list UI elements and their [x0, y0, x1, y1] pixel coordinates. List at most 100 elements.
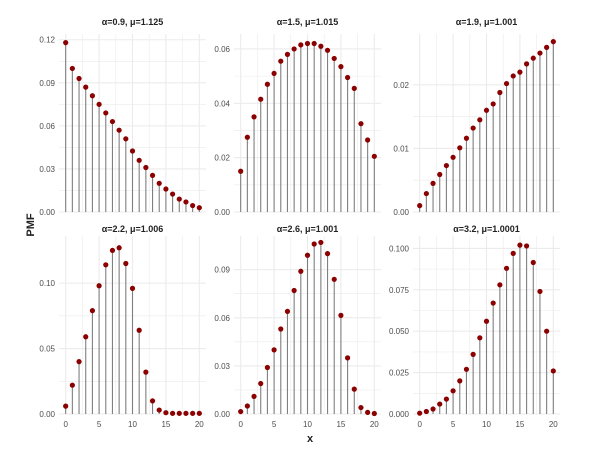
data-point	[156, 407, 162, 413]
data-point	[136, 157, 142, 163]
data-point	[278, 58, 284, 64]
data-point	[470, 125, 476, 131]
y-tick-label: 0.050	[389, 327, 410, 336]
data-point	[190, 202, 196, 209]
x-tick-label: 15	[336, 420, 345, 429]
data-point	[238, 168, 244, 174]
data-point	[443, 162, 450, 169]
data-point	[417, 410, 423, 416]
data-point	[163, 186, 169, 192]
x-tick-label: 20	[195, 420, 204, 429]
x-tick-label: 0	[238, 420, 243, 429]
x-tick-label: 20	[370, 420, 379, 429]
data-point	[324, 47, 331, 53]
data-point	[437, 401, 443, 407]
y-tick-label: 0.00	[214, 208, 230, 217]
data-point	[338, 312, 344, 318]
y-tick-label: 0.02	[214, 154, 230, 163]
data-point	[278, 326, 284, 332]
data-point	[450, 388, 456, 394]
data-point	[69, 65, 75, 72]
data-point	[311, 40, 317, 47]
data-point	[183, 410, 189, 416]
x-tick-label: 5	[97, 420, 102, 429]
data-point	[318, 239, 324, 246]
y-tick-label: 0.06	[214, 314, 230, 323]
y-tick-label: 0.00	[39, 410, 55, 419]
facet-panel: 0.00 0.02 0.04 0.06 α=1.5, μ=1.015	[214, 17, 381, 217]
data-point	[83, 334, 89, 340]
data-point	[96, 101, 102, 107]
data-point	[251, 114, 257, 120]
data-point	[89, 93, 96, 99]
y-tick-label: 0.01	[393, 144, 409, 153]
data-point	[537, 50, 543, 56]
data-point	[530, 259, 536, 266]
data-point	[63, 40, 69, 46]
x-tick-label: 5	[272, 420, 277, 429]
data-point	[284, 308, 291, 314]
data-point	[284, 51, 291, 57]
y-tick-label: 0.10	[39, 279, 55, 288]
panel-title: α=3.2, μ=1.0001	[453, 224, 520, 234]
data-point	[358, 404, 364, 411]
facet-panel: 0.00 0.03 0.06 0.09 0.12 α=0.9, μ=1.125	[39, 17, 206, 217]
y-tick-label: 0.03	[214, 362, 230, 371]
x-tick-label: 10	[482, 420, 491, 429]
data-point	[83, 84, 89, 90]
x-tick-label: 20	[549, 420, 558, 429]
data-point	[351, 85, 357, 91]
data-point	[156, 180, 162, 186]
panel-title: α=2.2, μ=1.006	[102, 224, 164, 234]
x-axis-label: x	[307, 433, 314, 445]
facet-panel: 0.00 0.03 0.06 0.09 0 5 10 15 20 α=2.6, μ=1.001	[214, 224, 381, 429]
panel-title: α=0.9, μ=1.125	[102, 17, 164, 27]
data-point	[331, 276, 337, 282]
y-tick-label: 0.03	[39, 165, 55, 174]
data-point	[304, 40, 311, 47]
data-point	[530, 55, 536, 61]
data-point	[344, 355, 351, 361]
data-point	[550, 368, 556, 374]
data-point	[143, 369, 149, 375]
y-tick-label: 0.06	[214, 45, 230, 54]
data-point	[365, 409, 371, 415]
data-point	[89, 308, 96, 314]
data-point	[483, 318, 490, 324]
x-tick-label: 5	[451, 420, 456, 429]
y-tick-label: 0.075	[389, 286, 410, 295]
data-point	[63, 403, 69, 409]
data-point	[523, 61, 530, 67]
data-point	[331, 55, 337, 62]
data-point	[477, 117, 483, 123]
y-tick-label: 0.04	[214, 99, 230, 108]
data-point	[338, 64, 344, 70]
data-point	[371, 410, 377, 417]
x-tick-label: 15	[161, 420, 170, 429]
facet-panels: 0.000.030.060.090.12α=0.9, μ=1.1250.000.…	[39, 17, 560, 429]
data-point	[291, 287, 297, 294]
data-point	[183, 199, 189, 205]
data-point	[264, 81, 271, 87]
data-point	[304, 252, 311, 258]
data-point	[176, 196, 182, 202]
data-point	[503, 80, 510, 87]
data-point	[443, 396, 450, 402]
data-point	[523, 243, 530, 249]
x-tick-label: 10	[128, 420, 137, 429]
data-point	[423, 408, 429, 415]
data-point	[291, 46, 297, 52]
data-point	[450, 154, 456, 160]
y-tick-label: 0.100	[389, 244, 410, 253]
data-point	[550, 39, 556, 45]
data-point	[503, 265, 510, 271]
data-point	[311, 241, 317, 247]
data-point	[258, 96, 264, 102]
y-tick-label: 0.00	[39, 208, 55, 217]
y-tick-label: 0.05	[39, 345, 55, 354]
data-point	[457, 378, 463, 384]
data-point	[123, 260, 129, 267]
data-point	[510, 250, 516, 256]
data-point	[163, 410, 169, 416]
data-point	[251, 393, 257, 399]
